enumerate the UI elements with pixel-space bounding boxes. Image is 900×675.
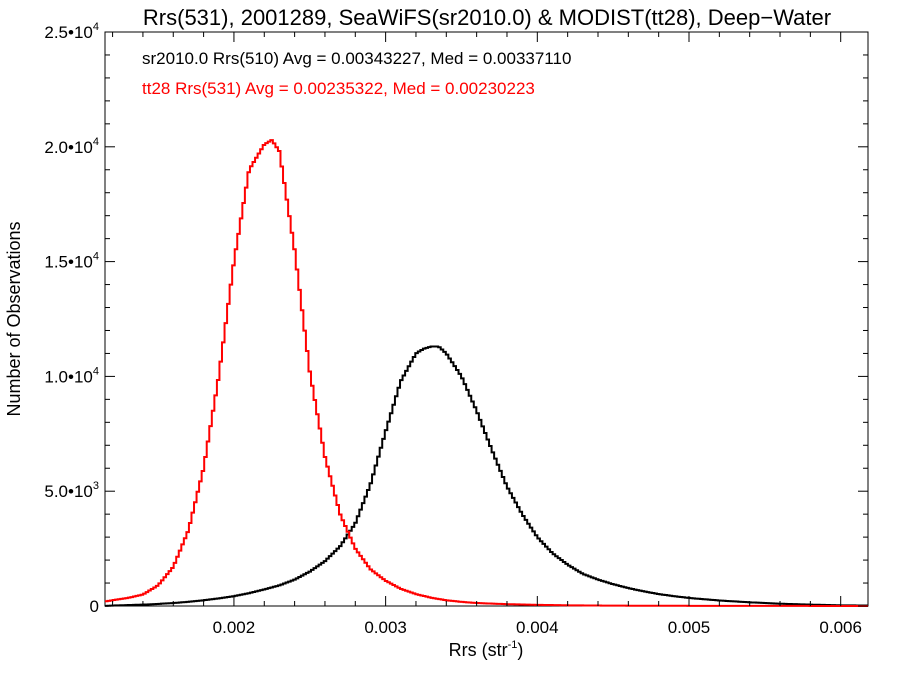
legend-entry-1: tt28 Rrs(531) Avg = 0.00235322, Med = 0.… [142, 79, 535, 98]
x-axis-label-close: ) [517, 640, 523, 660]
y-tick-label: 1.5•104 [44, 251, 99, 272]
x-axis-label: Rrs (str-1) [449, 639, 524, 660]
axis-layer: 0.002 0.003 0.004 0.005 0.006 0 5.0•103 1.0•104… [44, 21, 868, 637]
y-axis-label: Number of Observations [4, 221, 24, 416]
legend: sr2010.0 Rrs(510) Avg = 0.00343227, Med … [142, 49, 571, 98]
y-tick-label: 2.5•104 [44, 21, 99, 42]
x-axis-label-main: Rrs (str [449, 640, 508, 660]
y-tick-label: 2.0•104 [44, 136, 99, 157]
y-tick-label: 5.0•103 [44, 480, 99, 501]
series-layer [105, 139, 868, 607]
x-tick-label: 0.003 [364, 618, 407, 637]
chart-title: Rrs(531), 2001289, SeaWiFS(sr2010.0) & M… [143, 5, 831, 30]
x-tick-label: 0.005 [668, 618, 711, 637]
x-axis-label-superscript: -1 [508, 639, 518, 651]
y-tick-label: 0 [90, 597, 99, 616]
x-tick-label: 0.006 [819, 618, 862, 637]
x-tick-label: 0.002 [213, 618, 256, 637]
legend-entry-0: sr2010.0 Rrs(510) Avg = 0.00343227, Med … [142, 49, 571, 68]
plot-frame [104, 31, 869, 607]
x-tick-label: 0.004 [516, 618, 559, 637]
series-0-histogram [105, 345, 868, 607]
series-1-histogram [105, 139, 868, 607]
y-tick-label: 1.0•104 [44, 365, 99, 386]
